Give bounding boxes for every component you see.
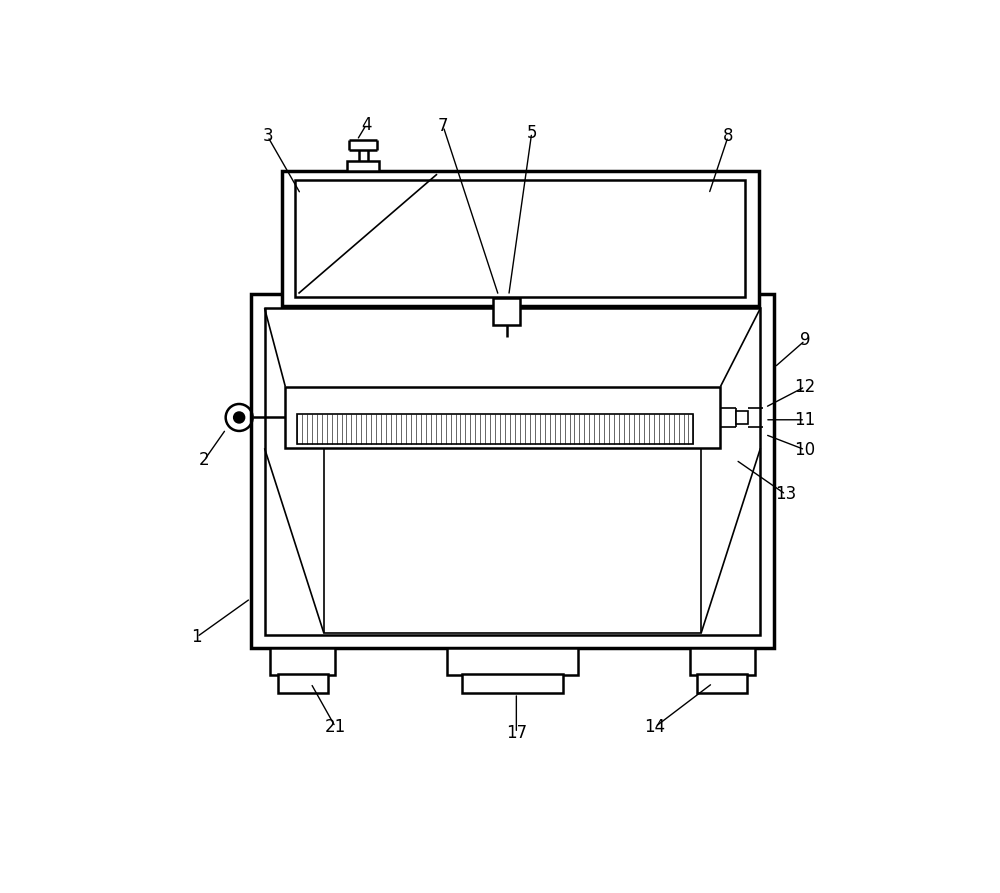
Bar [697,674,747,693]
Bar [462,674,563,693]
Bar [736,411,748,424]
Bar [278,674,328,693]
Text: 21: 21 [325,718,346,736]
Bar [285,387,720,448]
Bar [265,308,760,635]
Text: 3: 3 [262,128,273,146]
Text: 11: 11 [794,411,816,429]
Text: 1: 1 [191,628,202,646]
Bar [297,414,693,444]
Circle shape [234,412,245,423]
Bar [282,171,759,305]
Bar [447,648,578,674]
Text: 8: 8 [723,128,733,146]
Bar [251,295,774,648]
Text: 4: 4 [361,116,371,134]
Text: 13: 13 [775,486,796,504]
Text: 2: 2 [199,451,210,469]
Text: 10: 10 [795,441,816,459]
Bar [347,161,379,171]
Text: 14: 14 [644,718,666,736]
Text: 5: 5 [526,123,537,142]
Bar [690,648,755,674]
Text: 17: 17 [506,724,527,742]
Text: 12: 12 [794,378,816,396]
Text: 7: 7 [438,117,448,136]
Bar [270,648,335,674]
Bar [324,448,701,633]
Bar [493,298,520,325]
Bar [295,180,745,296]
Text: 9: 9 [800,331,810,349]
